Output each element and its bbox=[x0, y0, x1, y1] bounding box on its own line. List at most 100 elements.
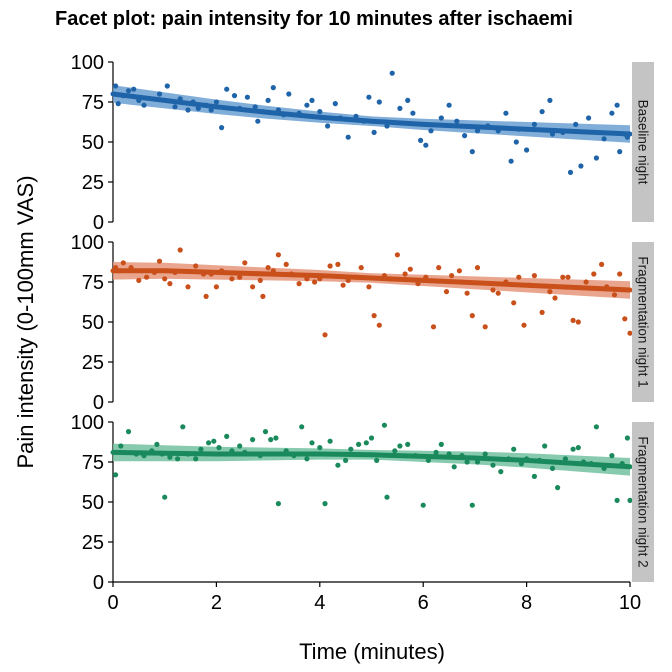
data-point bbox=[503, 110, 509, 116]
data-point bbox=[593, 155, 600, 161]
x-tick-label: 4 bbox=[314, 592, 325, 614]
data-point bbox=[213, 284, 219, 290]
facet-strip-label: Fragmentation night 1 bbox=[636, 256, 651, 387]
data-point bbox=[113, 472, 119, 478]
data-point bbox=[407, 266, 413, 272]
data-point bbox=[374, 457, 380, 463]
data-point bbox=[260, 293, 266, 299]
data-point bbox=[420, 502, 426, 508]
data-point bbox=[273, 435, 279, 441]
data-point bbox=[593, 424, 600, 430]
data-point bbox=[144, 274, 150, 280]
data-point bbox=[363, 440, 369, 446]
data-point bbox=[257, 277, 263, 283]
x-axis-title: Time (minutes) bbox=[299, 639, 445, 664]
y-tick-label: 50 bbox=[82, 132, 104, 154]
data-point bbox=[366, 284, 372, 290]
data-point bbox=[198, 446, 204, 452]
data-point bbox=[265, 265, 271, 271]
data-point bbox=[376, 322, 382, 328]
data-point bbox=[586, 115, 592, 121]
chart-title: Facet plot: pain intensity for 10 minute… bbox=[55, 8, 573, 30]
data-point bbox=[265, 97, 271, 103]
y-tick-label: 75 bbox=[82, 452, 104, 474]
data-point bbox=[547, 289, 553, 295]
data-point bbox=[296, 281, 302, 287]
data-point bbox=[443, 289, 450, 295]
data-point bbox=[237, 274, 243, 280]
data-point bbox=[211, 438, 217, 444]
data-point bbox=[474, 459, 481, 465]
data-point bbox=[464, 459, 470, 465]
data-point bbox=[275, 252, 281, 258]
data-point bbox=[474, 265, 481, 271]
data-point bbox=[547, 97, 553, 103]
data-point bbox=[405, 441, 411, 447]
data-point bbox=[154, 441, 160, 447]
data-point bbox=[177, 247, 183, 253]
data-point bbox=[617, 271, 623, 277]
data-point bbox=[578, 163, 584, 169]
data-point bbox=[193, 456, 199, 462]
data-point bbox=[516, 274, 522, 280]
x-tick-label: 6 bbox=[418, 592, 429, 614]
data-point bbox=[131, 86, 137, 92]
y-tick-label: 100 bbox=[71, 52, 104, 74]
data-point bbox=[356, 441, 362, 447]
data-point bbox=[397, 443, 403, 449]
data-point bbox=[203, 293, 209, 299]
data-point bbox=[617, 149, 623, 155]
data-point bbox=[162, 494, 168, 500]
data-point bbox=[469, 313, 475, 319]
data-point bbox=[237, 443, 243, 449]
data-point bbox=[436, 265, 442, 271]
y-tick-label: 100 bbox=[71, 232, 104, 254]
data-point bbox=[255, 118, 261, 124]
data-point bbox=[430, 324, 437, 330]
data-point bbox=[433, 449, 439, 455]
trend-line bbox=[110, 268, 633, 293]
data-point bbox=[531, 121, 538, 127]
data-point bbox=[309, 440, 315, 446]
data-point bbox=[325, 123, 331, 129]
y-tick-label: 50 bbox=[82, 312, 104, 334]
data-point bbox=[229, 276, 235, 282]
data-point bbox=[340, 282, 346, 288]
x-tick-label: 2 bbox=[211, 592, 222, 614]
data-point bbox=[343, 457, 349, 463]
data-point bbox=[172, 104, 178, 110]
data-point bbox=[136, 277, 142, 283]
data-point bbox=[115, 101, 121, 107]
data-point bbox=[531, 473, 538, 479]
data-point bbox=[438, 441, 444, 447]
data-point bbox=[464, 290, 470, 296]
data-point bbox=[167, 281, 173, 287]
data-point bbox=[601, 136, 607, 142]
data-point bbox=[224, 433, 230, 439]
data-point bbox=[299, 424, 305, 430]
data-point bbox=[555, 485, 561, 491]
data-point bbox=[394, 252, 400, 258]
y-tick-label: 75 bbox=[82, 272, 104, 294]
data-point bbox=[560, 274, 566, 280]
data-point bbox=[335, 462, 341, 468]
y-tick-label: 50 bbox=[82, 492, 104, 514]
data-point bbox=[224, 86, 230, 92]
data-point bbox=[402, 271, 408, 277]
data-point bbox=[469, 502, 475, 508]
data-point bbox=[250, 437, 256, 443]
data-point bbox=[549, 465, 556, 471]
data-point bbox=[611, 292, 618, 298]
data-point bbox=[309, 97, 315, 103]
data-point bbox=[562, 456, 569, 462]
data-point bbox=[410, 110, 416, 116]
trend-line bbox=[110, 449, 633, 470]
x-tick-label: 8 bbox=[521, 592, 532, 614]
data-point bbox=[327, 263, 333, 269]
x-tick-label: 10 bbox=[619, 592, 641, 614]
facet-panel: 0 25 50 75 100 0 2 4 6 8 10 Fragmentation night 2 bbox=[71, 412, 654, 614]
data-point bbox=[304, 102, 310, 108]
data-point bbox=[270, 85, 276, 91]
